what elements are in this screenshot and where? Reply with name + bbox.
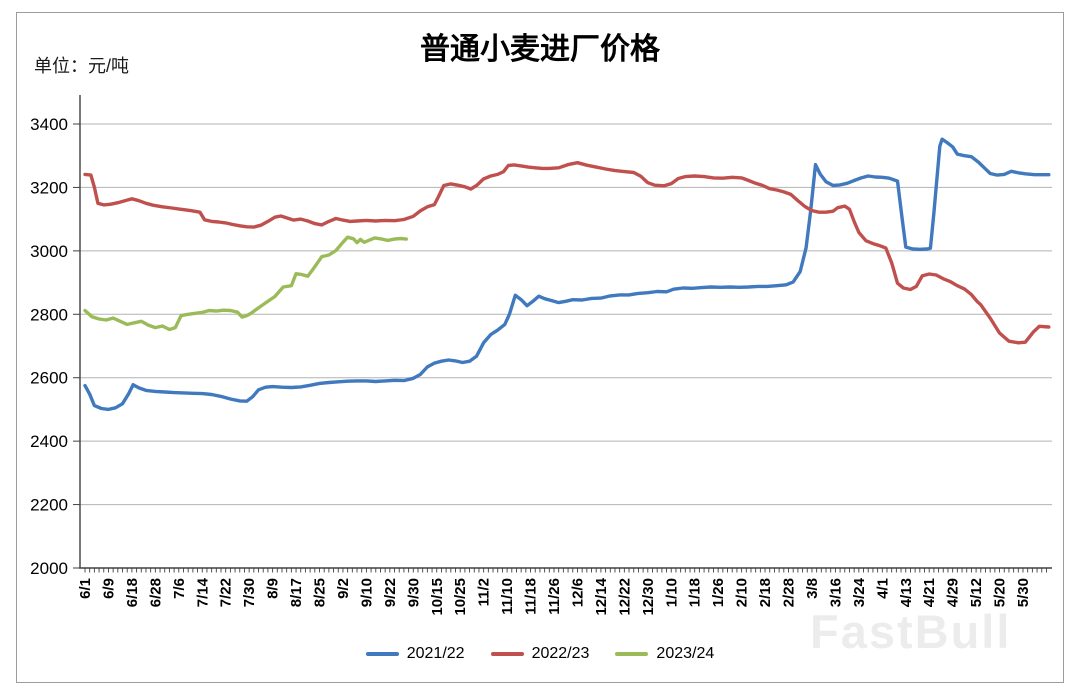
y-tick-label: 3200 <box>30 178 68 197</box>
legend-item-2021-22: 2021/22 <box>365 645 465 663</box>
x-tick-label: 9/2 <box>335 578 352 599</box>
y-tick-label: 2400 <box>30 432 68 451</box>
x-tick-label: 6/28 <box>147 578 164 607</box>
y-tick-label: 2000 <box>30 559 68 578</box>
legend-item-2023-24: 2023/24 <box>615 645 714 663</box>
x-tick-label: 5/30 <box>1015 578 1032 607</box>
y-tick-label: 3400 <box>30 115 68 134</box>
x-tick-label: 12/14 <box>593 577 610 615</box>
x-tick-label: 10/25 <box>452 578 469 616</box>
chart-legend: 2021/22 2022/23 2023/24 <box>0 645 1080 663</box>
x-tick-label: 5/20 <box>992 578 1009 607</box>
x-tick-label: 6/18 <box>124 578 141 607</box>
x-tick-label: 7/14 <box>194 577 211 607</box>
axes: 2000 2200 2400 2600 2800 3000 3200 3400 <box>30 95 1052 578</box>
y-tick-label: 3000 <box>30 242 68 261</box>
x-tick-label: 2/18 <box>757 578 774 607</box>
x-tick-label: 11/26 <box>546 578 563 615</box>
x-tick-label: 7/22 <box>218 578 235 607</box>
x-tick-label: 7/6 <box>171 578 188 599</box>
legend-label-2022-23: 2022/23 <box>531 645 590 662</box>
legend-swatch-2022-23 <box>490 652 524 656</box>
x-tick-label: 8/25 <box>312 578 329 607</box>
gridlines <box>80 123 1052 506</box>
legend-swatch-2023-24 <box>615 652 649 656</box>
legend-swatch-2021-22 <box>365 652 399 656</box>
x-tick-label: 11/10 <box>499 578 516 615</box>
x-tick-label: 4/29 <box>945 578 962 607</box>
fastbull-watermark: FastBull <box>810 605 1012 658</box>
x-tick-label: 10/15 <box>429 578 446 616</box>
x-tick-label: 7/30 <box>241 578 258 607</box>
x-tick-label: 1/18 <box>687 578 704 607</box>
y-tick-label: 2200 <box>30 496 68 515</box>
x-tick-label: 2/28 <box>781 578 798 607</box>
series-line-2022-23 <box>83 160 1051 345</box>
x-tick-label: 12/30 <box>640 578 657 616</box>
x-tick-label: 8/9 <box>265 578 282 599</box>
x-tick-label: 11/18 <box>523 578 540 615</box>
x-tick-label: 4/21 <box>921 578 938 607</box>
legend-label-2023-24: 2023/24 <box>656 645 715 662</box>
x-tick-label: 4/1 <box>874 578 891 599</box>
x-tick-label: 5/12 <box>968 578 985 607</box>
x-tick-label: 12/6 <box>569 578 586 607</box>
y-tick-label: 2600 <box>30 369 68 388</box>
unit-label: 单位：元/吨 <box>34 56 130 76</box>
x-tick-labels: 6/1 6/9 6/18 6/28 7/6 7/14 7/22 7/30 8/9 8/17 8/25… <box>77 577 1032 615</box>
x-tick-label: 2/10 <box>734 578 751 607</box>
x-tick-label: 9/22 <box>382 578 399 607</box>
x-tick-label: 12/22 <box>616 578 633 616</box>
page-title: 普通小麦进厂价格 <box>420 33 660 66</box>
x-tick-label: 3/16 <box>827 578 844 607</box>
x-tick-label: 1/26 <box>710 578 727 607</box>
x-tick-label: 8/17 <box>288 578 305 607</box>
x-tick-label: 6/9 <box>100 578 117 599</box>
x-tick-label: 11/2 <box>476 578 493 606</box>
x-tick-label: 3/8 <box>804 578 821 599</box>
series-line-2023-24 <box>83 235 408 332</box>
series-line-2021-22 <box>83 137 1051 412</box>
x-tick-label: 4/13 <box>898 578 915 607</box>
legend-label-2021-22: 2021/22 <box>406 645 465 662</box>
x-tick-label: 9/30 <box>405 578 422 607</box>
x-tick-label: 6/1 <box>77 578 94 599</box>
legend-item-2022-23: 2022/23 <box>490 645 590 663</box>
x-tick-label: 9/10 <box>358 578 375 607</box>
x-tick-label: 1/10 <box>663 578 680 607</box>
x-tick-label: 3/24 <box>851 577 868 607</box>
y-tick-label: 2800 <box>30 305 68 324</box>
